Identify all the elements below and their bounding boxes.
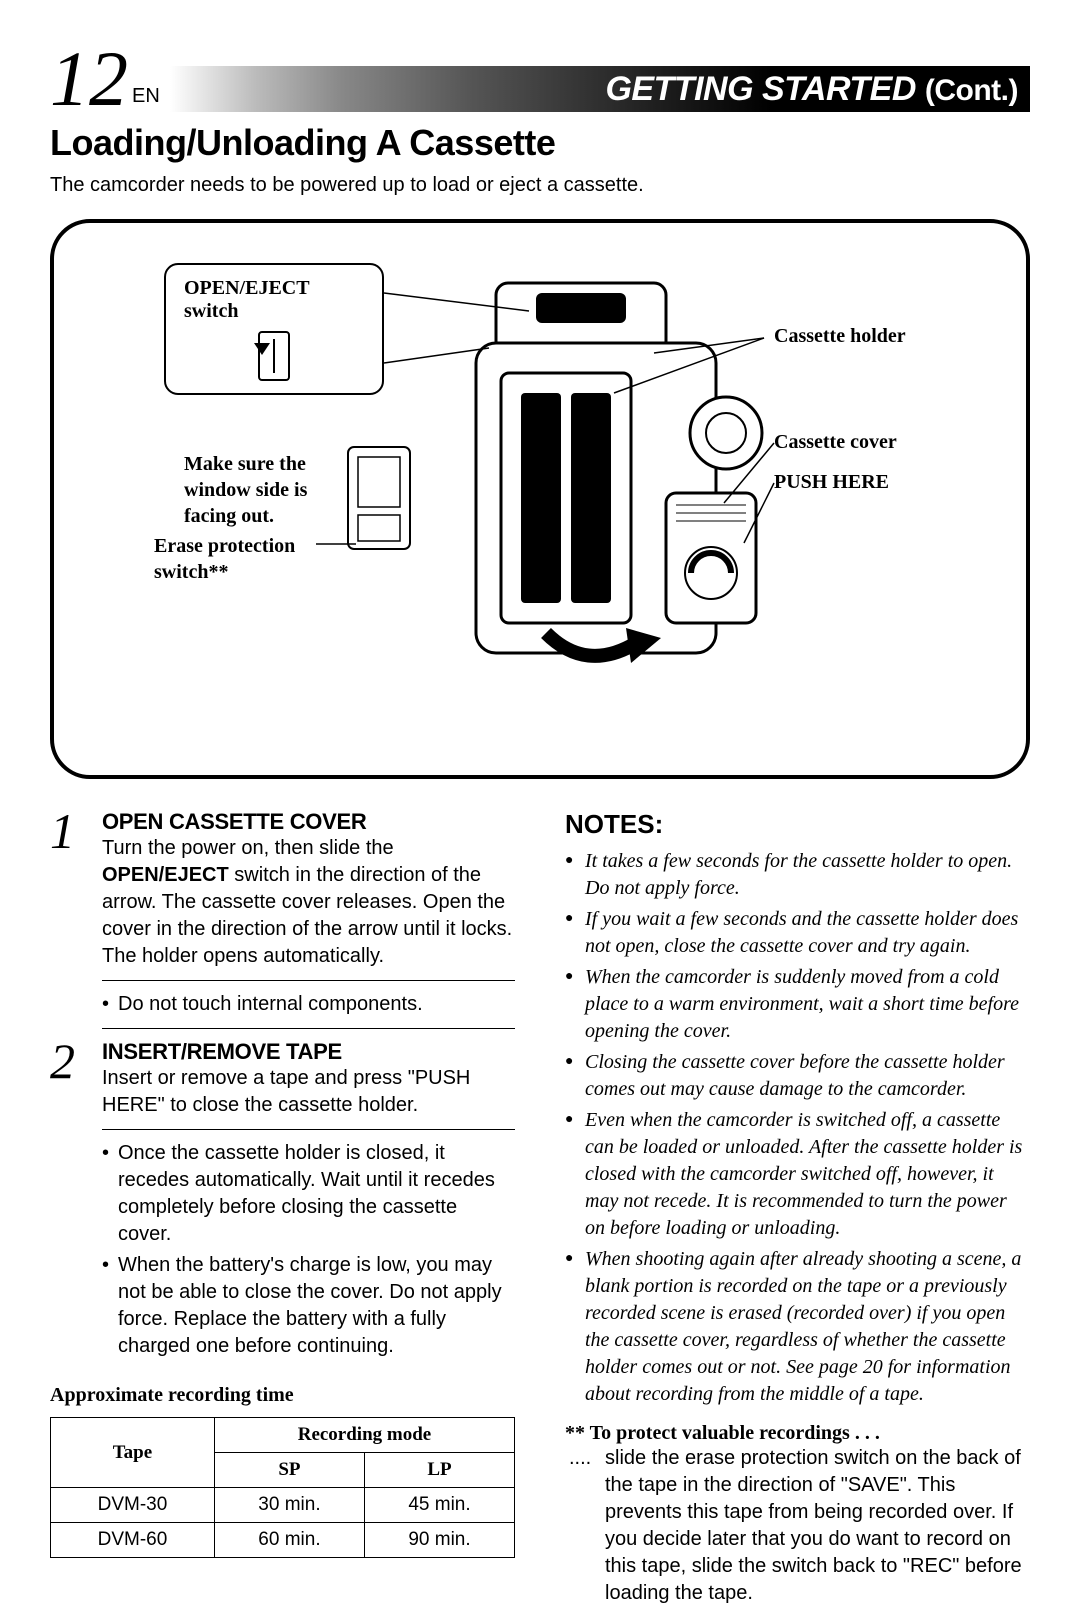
step-1-title: OPEN CASSETTE COVER: [102, 809, 515, 835]
td-lp-1: 90 min.: [364, 1523, 514, 1558]
table-row: DVM-60 60 min. 90 min.: [51, 1523, 515, 1558]
note-item: It takes a few seconds for the cassette …: [565, 848, 1030, 902]
note-item: If you wait a few seconds and the casset…: [565, 906, 1030, 960]
protect-text: slide the erase protection switch on the…: [565, 1445, 1030, 1607]
step-1-text-bold: OPEN/EJECT: [102, 864, 229, 886]
step-2: 2 INSERT/REMOVE TAPE Insert or remove a …: [50, 1039, 515, 1119]
header-gradient-bar: GETTING STARTED (Cont.): [170, 66, 1030, 112]
content-columns: 1 OPEN CASSETTE COVER Turn the power on,…: [50, 809, 1030, 1607]
step-2-bullet-1: When the battery's charge is low, you ma…: [102, 1252, 515, 1360]
step-1-text-before: Turn the power on, then slide the: [102, 837, 394, 859]
table-title: Approximate recording time: [50, 1384, 515, 1407]
note-item: Closing the cassette cover before the ca…: [565, 1049, 1030, 1103]
step-2-bullets: Once the cassette holder is closed, it r…: [102, 1140, 515, 1360]
header-banner-text: GETTING STARTED (Cont.): [605, 70, 1018, 109]
note-item: Even when the camcorder is switched off,…: [565, 1107, 1030, 1242]
step-1-bullet-0: Do not touch internal components.: [102, 991, 515, 1018]
th-lp: LP: [364, 1453, 514, 1488]
step-1-bullets: Do not touch internal components.: [102, 991, 515, 1018]
camcorder-illustration: [466, 273, 786, 693]
header-banner-cont: (Cont.): [925, 74, 1018, 107]
step-2-text: Insert or remove a tape and press "PUSH …: [102, 1065, 515, 1119]
step-2-divider: [102, 1129, 515, 1130]
th-sp: SP: [214, 1453, 364, 1488]
cassette-holder-label: Cassette holder: [774, 325, 906, 348]
step-2-bullet-0: Once the cassette holder is closed, it r…: [102, 1140, 515, 1248]
notes-list: It takes a few seconds for the cassette …: [565, 848, 1030, 1408]
step-2-number: 2: [50, 1039, 90, 1119]
header-banner-main: GETTING STARTED: [605, 70, 915, 108]
right-column: NOTES: It takes a few seconds for the ca…: [565, 809, 1030, 1607]
switch-icon: [258, 331, 290, 381]
th-mode: Recording mode: [214, 1418, 514, 1453]
td-tape-1: DVM-60: [51, 1523, 215, 1558]
step-1-divider-bottom: [102, 1028, 515, 1029]
td-lp-0: 45 min.: [364, 1488, 514, 1523]
section-title: Loading/Unloading A Cassette: [50, 122, 1030, 164]
language-code: EN: [132, 85, 160, 108]
step-1-content: OPEN CASSETTE COVER Turn the power on, t…: [102, 809, 515, 970]
step-1-text: Turn the power on, then slide the OPEN/E…: [102, 835, 515, 970]
td-sp-0: 30 min.: [214, 1488, 364, 1523]
intro-text: The camcorder needs to be powered up to …: [50, 174, 1030, 197]
page-header: 12 EN GETTING STARTED (Cont.): [50, 40, 1030, 118]
left-column: 1 OPEN CASSETTE COVER Turn the power on,…: [50, 809, 515, 1607]
push-here-label: PUSH HERE: [774, 471, 889, 494]
recording-time-table: Tape Recording mode SP LP DVM-30 30 min.…: [50, 1417, 515, 1558]
diagram-box: OPEN/EJECT switch Make sure the window s…: [50, 219, 1030, 779]
td-sp-1: 60 min.: [214, 1523, 364, 1558]
note-item: When shooting again after already shooti…: [565, 1246, 1030, 1408]
protect-title: ** To protect valuable recordings . . .: [565, 1422, 1030, 1445]
td-tape-0: DVM-30: [51, 1488, 215, 1523]
erase-protection-label: Erase protection switch**: [154, 533, 324, 585]
cassette-cover-label: Cassette cover: [774, 431, 897, 454]
cassette-icon: [344, 443, 414, 553]
step-1: 1 OPEN CASSETTE COVER Turn the power on,…: [50, 809, 515, 970]
erase-protection-leader: [316, 543, 356, 545]
step-1-number: 1: [50, 809, 90, 970]
window-side-label: Make sure the window side is facing out.: [184, 451, 344, 529]
step-2-title: INSERT/REMOVE TAPE: [102, 1039, 515, 1065]
table-row: DVM-30 30 min. 45 min.: [51, 1488, 515, 1523]
notes-title: NOTES:: [565, 809, 1030, 840]
step-2-content: INSERT/REMOVE TAPE Insert or remove a ta…: [102, 1039, 515, 1119]
note-item: When the camcorder is suddenly moved fro…: [565, 964, 1030, 1045]
step-1-divider-top: [102, 980, 515, 981]
page-number: 12: [50, 40, 128, 118]
th-tape: Tape: [51, 1418, 215, 1488]
table-header-row: Tape Recording mode: [51, 1418, 515, 1453]
callout-open-eject: OPEN/EJECT switch: [164, 263, 384, 395]
open-eject-label: OPEN/EJECT switch: [184, 277, 364, 323]
